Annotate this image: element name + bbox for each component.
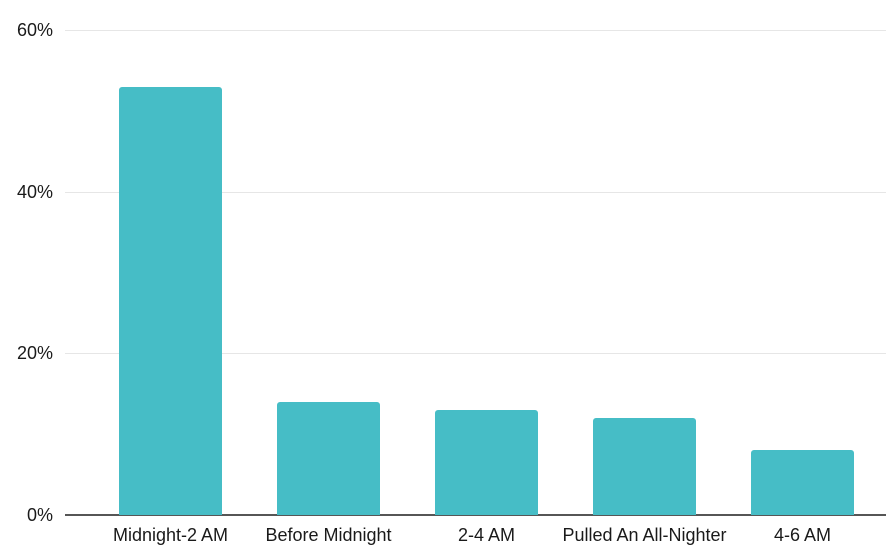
y-tick-label: 40% xyxy=(16,181,53,202)
bar-before-midnight xyxy=(277,402,380,515)
x-tick-label: 2-4 AM xyxy=(457,525,516,545)
bar-4-6-am xyxy=(751,450,854,515)
y-tick-label: 0% xyxy=(26,505,53,525)
gridline xyxy=(65,353,886,355)
bar-2-4-am xyxy=(435,410,538,515)
x-axis-line xyxy=(65,514,886,516)
bar-midnight-2-am xyxy=(119,87,222,515)
x-tick-label: Midnight-2 AM xyxy=(112,525,229,545)
bar-pulled-an-all-nighter xyxy=(593,418,696,515)
gridline xyxy=(65,30,886,31)
x-tick-label: 4-6 AM xyxy=(773,525,832,545)
x-tick-label: Before Midnight xyxy=(265,525,392,545)
y-tick-label: 20% xyxy=(16,343,53,364)
gridline xyxy=(65,191,886,193)
y-tick-label: 60% xyxy=(16,20,53,40)
x-tick-label: Pulled An All-Nighter xyxy=(562,525,727,545)
